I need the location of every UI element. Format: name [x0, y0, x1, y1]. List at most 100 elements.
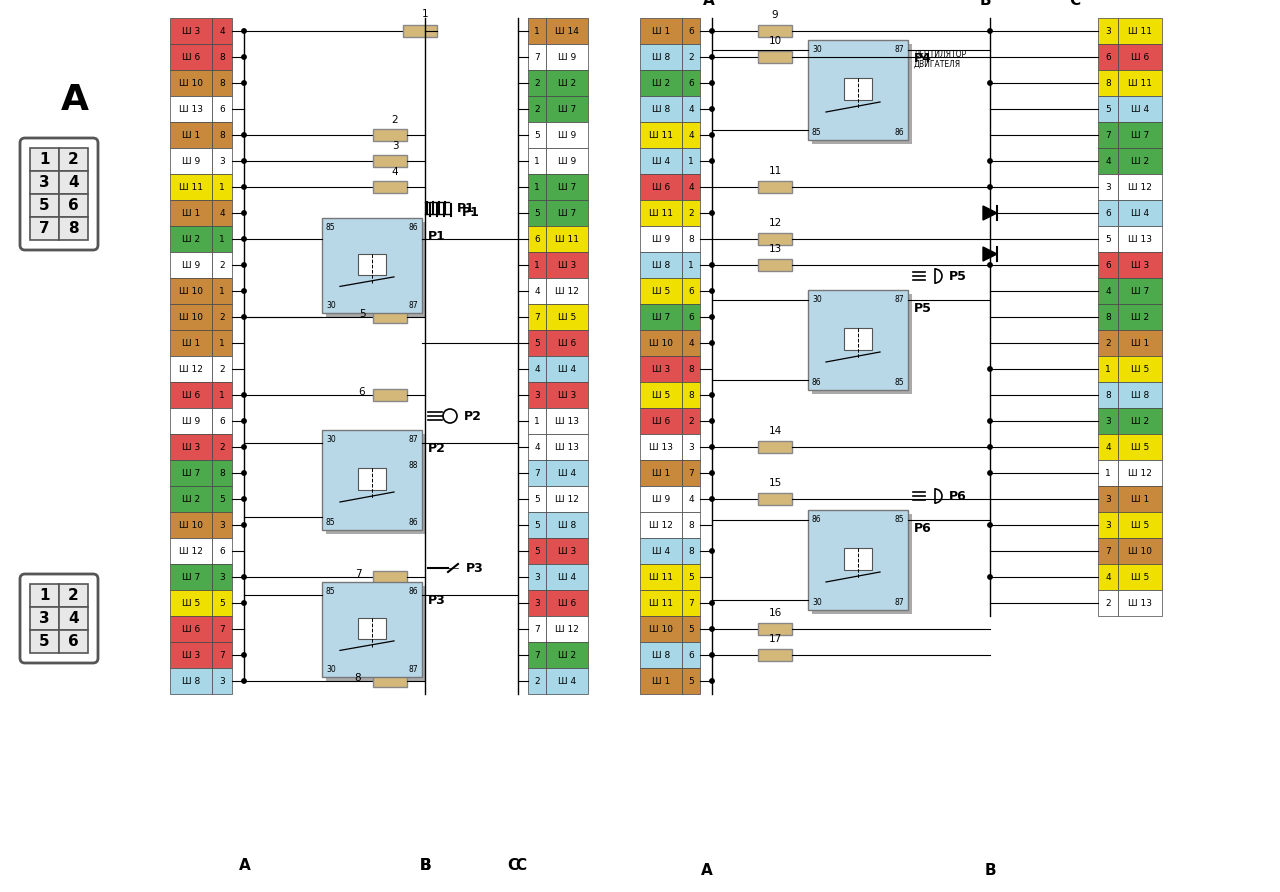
Text: Ш 13: Ш 13: [179, 104, 204, 113]
Circle shape: [988, 445, 992, 450]
Text: Ш 6: Ш 6: [182, 624, 200, 633]
Text: 7: 7: [534, 624, 540, 633]
Bar: [640, 96, 682, 122]
Text: Ш 8: Ш 8: [652, 53, 671, 62]
Bar: [547, 642, 588, 668]
Bar: [682, 252, 700, 278]
Text: 5: 5: [358, 309, 365, 319]
Text: 3: 3: [40, 175, 50, 190]
Text: 7: 7: [534, 312, 540, 321]
Text: 11: 11: [768, 166, 782, 176]
Circle shape: [988, 523, 992, 527]
Bar: [372, 181, 407, 193]
Text: 30: 30: [326, 665, 335, 674]
Text: Ш 9: Ш 9: [558, 156, 576, 166]
Bar: [212, 538, 232, 564]
Text: Ш 7: Ш 7: [652, 312, 671, 321]
Bar: [29, 217, 59, 240]
Circle shape: [710, 601, 714, 605]
Bar: [212, 382, 232, 408]
Bar: [323, 582, 422, 677]
Text: 8: 8: [1105, 391, 1111, 400]
Bar: [682, 564, 700, 590]
Text: 6: 6: [1105, 209, 1111, 218]
Bar: [1098, 304, 1117, 330]
Text: 8: 8: [355, 673, 361, 683]
Bar: [844, 328, 872, 350]
Text: Ш 2: Ш 2: [558, 78, 576, 87]
Text: 1: 1: [40, 152, 50, 167]
Bar: [170, 642, 212, 668]
Bar: [1098, 564, 1117, 590]
Bar: [1117, 148, 1162, 174]
Text: 5: 5: [534, 209, 540, 218]
Text: Ш 10: Ш 10: [179, 312, 204, 321]
Text: 8: 8: [219, 468, 225, 477]
Text: B: B: [419, 858, 431, 873]
Text: 1: 1: [219, 286, 225, 295]
Circle shape: [710, 81, 714, 86]
Bar: [170, 616, 212, 642]
Bar: [1098, 460, 1117, 486]
Text: Ш 8: Ш 8: [182, 676, 200, 685]
Text: C: C: [516, 858, 526, 873]
Circle shape: [242, 523, 246, 527]
Bar: [640, 356, 682, 382]
Bar: [758, 25, 792, 37]
Text: Ш 11: Ш 11: [179, 183, 204, 192]
Text: P2: P2: [465, 409, 481, 423]
Text: Ш 9: Ш 9: [182, 417, 200, 425]
Text: Ш 3: Ш 3: [558, 391, 576, 400]
Text: Ш 7: Ш 7: [558, 209, 576, 218]
Text: 5: 5: [40, 634, 50, 649]
Bar: [212, 512, 232, 538]
Bar: [682, 382, 700, 408]
Circle shape: [710, 159, 714, 163]
Bar: [812, 294, 911, 394]
Bar: [59, 607, 88, 630]
Bar: [812, 44, 911, 144]
Text: Ш 5: Ш 5: [1130, 442, 1149, 451]
Bar: [1117, 382, 1162, 408]
Bar: [529, 512, 547, 538]
Circle shape: [710, 315, 714, 319]
Bar: [1117, 330, 1162, 356]
Text: 3: 3: [219, 676, 225, 685]
Text: 7: 7: [355, 569, 361, 579]
Bar: [682, 408, 700, 434]
Bar: [547, 382, 588, 408]
Text: 87: 87: [895, 45, 904, 54]
Bar: [640, 434, 682, 460]
Bar: [1117, 460, 1162, 486]
Text: Ш 1: Ш 1: [1130, 494, 1149, 503]
Text: Ш 12: Ш 12: [556, 494, 579, 503]
Text: 4: 4: [534, 365, 540, 374]
Bar: [529, 200, 547, 226]
Text: 1: 1: [534, 156, 540, 166]
Bar: [547, 278, 588, 304]
Text: Ш 8: Ш 8: [652, 260, 671, 269]
Text: 3: 3: [534, 573, 540, 582]
Bar: [640, 642, 682, 668]
Circle shape: [710, 653, 714, 657]
Bar: [529, 278, 547, 304]
Text: 17: 17: [768, 634, 782, 644]
Bar: [170, 538, 212, 564]
Bar: [682, 148, 700, 174]
Text: 3: 3: [1105, 494, 1111, 503]
Text: ДВИГАТЕЛЯ: ДВИГАТЕЛЯ: [914, 60, 961, 69]
Bar: [1117, 278, 1162, 304]
Text: 6: 6: [358, 387, 365, 397]
Text: 2: 2: [219, 260, 225, 269]
Text: 7: 7: [1105, 130, 1111, 139]
Text: 7: 7: [219, 650, 225, 659]
Bar: [640, 278, 682, 304]
Text: Ш 1: Ш 1: [652, 676, 671, 685]
Bar: [844, 548, 872, 570]
Bar: [1098, 330, 1117, 356]
Bar: [1117, 356, 1162, 382]
Text: 4: 4: [534, 286, 540, 295]
Text: 30: 30: [812, 295, 822, 304]
Bar: [682, 70, 700, 96]
Bar: [212, 408, 232, 434]
